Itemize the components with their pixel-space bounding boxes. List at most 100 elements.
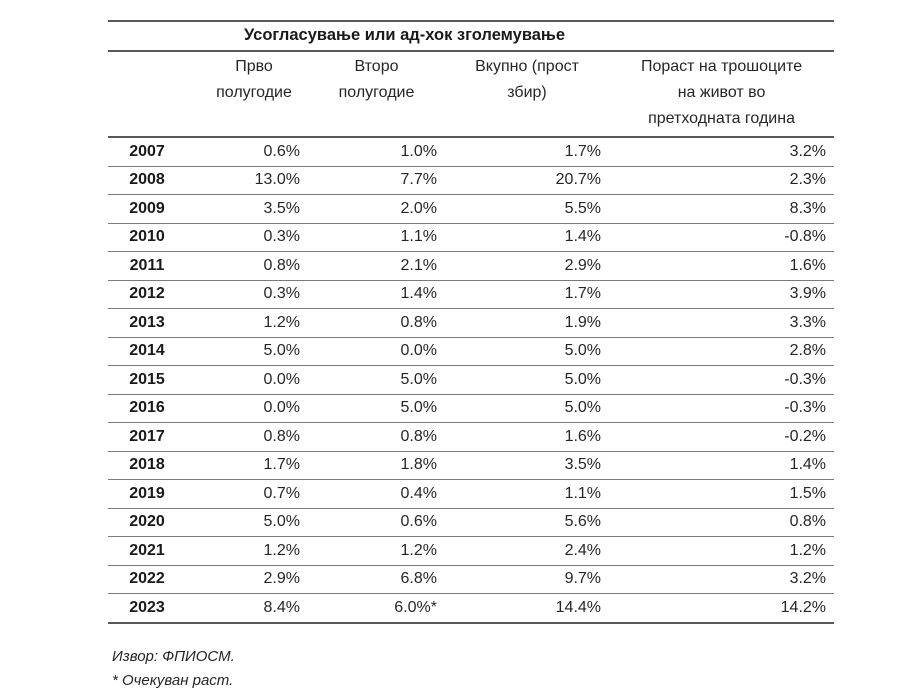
first-half-cell: 0.8% [263,427,300,445]
first-half-cell: 0.3% [263,228,300,246]
second-half-cell: 2.0% [400,199,437,217]
year-cell: 2011 [129,256,165,274]
cost-of-living-cell: 1.2% [789,541,827,559]
col-header-first-half: Прво полугодие [200,51,308,138]
total-cell: 1.4% [564,228,602,246]
second-half-cell: 1.4% [400,285,437,303]
cost-of-living-cell: 14.2% [780,598,827,616]
table-row: 2019 0.7% 0.4% 1.1% 1.5% [108,480,835,508]
first-half-cell: 0.0% [263,399,300,417]
total-cell: 5.0% [564,342,602,360]
total-cell: 1.7% [564,285,602,303]
second-half-cell: 1.2% [400,541,437,559]
total-cell: 2.4% [564,541,602,559]
pension-indexation-table: Усогласување или ад-хок зголемување Прво… [108,20,835,624]
col-header-cost-of-living: Пораст на трошоците на живот во претходн… [609,51,835,138]
second-half-cell: 0.6% [400,513,437,531]
col-header-second-half: Второ полугодие [308,51,445,138]
table-body: 2007 0.6% 1.0% 1.7% 3.2% 2008 13.0% 7.7%… [108,137,835,623]
total-cell: 3.5% [564,456,602,474]
table-title-row: Усогласување или ад-хок зголемување [108,21,835,52]
year-cell: 2009 [129,199,165,217]
first-half-cell: 0.7% [263,484,300,502]
year-cell: 2013 [129,313,165,331]
first-half-cell: 2.9% [263,570,300,588]
table-row: 2012 0.3% 1.4% 1.7% 3.9% [108,280,835,309]
table-row: 2018 1.7% 1.8% 3.5% 1.4% [108,451,835,480]
year-cell: 2022 [129,570,165,588]
first-half-cell: 0.6% [263,142,300,160]
second-half-cell: 2.1% [400,256,437,274]
total-cell: 5.0% [564,399,602,417]
total-cell: 20.7% [555,171,602,189]
first-half-cell: 0.0% [263,370,300,388]
first-half-cell: 1.2% [263,541,300,559]
cost-of-living-cell: 3.2% [789,142,827,160]
second-half-cell: 6.0%* [394,598,437,616]
expected-growth-note: * Очекуван раст. [112,672,234,689]
cost-of-living-cell: 3.9% [789,285,827,303]
table-row: 2013 1.2% 0.8% 1.9% 3.3% [108,309,835,337]
year-cell: 2008 [129,171,165,189]
year-cell: 2007 [129,142,165,160]
second-half-cell: 5.0% [400,370,437,388]
table-row: 2011 0.8% 2.1% 2.9% 1.6% [108,252,835,280]
total-cell: 1.6% [564,427,602,445]
cost-of-living-cell: 8.3% [789,199,827,217]
table-row: 2009 3.5% 2.0% 5.5% 8.3% [108,195,835,223]
second-half-cell: 0.4% [400,484,437,502]
table-row: 2015 0.0% 5.0% 5.0% -0.3% [108,366,835,394]
table-row: 2020 5.0% 0.6% 5.6% 0.8% [108,508,835,537]
second-half-cell: 0.0% [400,342,437,360]
year-cell: 2021 [129,541,165,559]
total-cell: 1.9% [564,313,602,331]
year-cell: 2023 [129,598,165,616]
source-note: Извор: ФПИОСМ. [112,648,235,665]
table-row: 2014 5.0% 0.0% 5.0% 2.8% [108,337,835,366]
table-header-row: Прво полугодие Второ полугодие Вкупно (п… [108,51,835,138]
year-cell: 2017 [129,427,165,445]
total-cell: 5.5% [564,199,602,217]
cost-of-living-cell: -0.3% [784,370,827,388]
second-half-cell: 7.7% [400,171,437,189]
year-cell: 2010 [129,228,165,246]
table-row: 2021 1.2% 1.2% 2.4% 1.2% [108,537,835,565]
year-cell: 2019 [129,484,165,502]
year-cell: 2016 [129,399,165,417]
second-half-cell: 1.1% [400,228,437,246]
year-cell: 2012 [129,285,165,303]
total-cell: 9.7% [564,570,602,588]
cost-of-living-cell: 2.3% [789,171,827,189]
first-half-cell: 0.8% [263,256,300,274]
second-half-cell: 5.0% [400,399,437,417]
cost-of-living-cell: 3.3% [789,313,827,331]
first-half-cell: 5.0% [263,342,300,360]
col-header-year-empty [108,51,200,138]
first-half-cell: 8.4% [263,598,300,616]
cost-of-living-cell: 2.8% [789,342,827,360]
table-title: Усогласување или ад-хок зголемување [200,21,610,52]
first-half-cell: 0.3% [263,285,300,303]
cost-of-living-cell: -0.8% [784,228,827,246]
year-cell: 2015 [129,370,165,388]
cost-of-living-cell: -0.2% [784,427,827,445]
cost-of-living-cell: 1.4% [789,456,827,474]
col-header-total: Вкупно (прост збир) [445,51,610,138]
table-row: 2007 0.6% 1.0% 1.7% 3.2% [108,137,835,166]
total-cell: 14.4% [555,598,602,616]
table-row: 2022 2.9% 6.8% 9.7% 3.2% [108,565,835,594]
first-half-cell: 1.2% [263,313,300,331]
first-half-cell: 5.0% [263,513,300,531]
total-cell: 5.0% [564,370,602,388]
total-cell: 5.6% [564,513,602,531]
second-half-cell: 0.8% [400,427,437,445]
cost-of-living-cell: 1.6% [789,256,827,274]
footnotes: Извор: ФПИОСМ. * Очекуван раст. [112,645,235,693]
total-cell: 1.1% [564,484,602,502]
first-half-cell: 1.7% [263,456,300,474]
cost-of-living-cell: 0.8% [789,513,827,531]
table-row: 2023 8.4% 6.0%* 14.4% 14.2% [108,594,835,623]
table-row: 2008 13.0% 7.7% 20.7% 2.3% [108,166,835,195]
second-half-cell: 0.8% [400,313,437,331]
